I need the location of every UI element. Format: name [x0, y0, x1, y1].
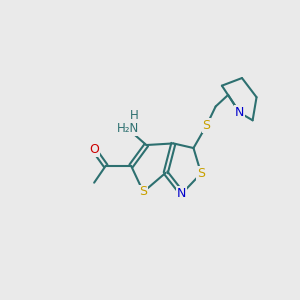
Text: H: H [130, 109, 139, 122]
Text: S: S [197, 167, 205, 180]
Text: N: N [177, 187, 187, 200]
Text: O: O [89, 143, 99, 156]
Text: H₂N: H₂N [117, 122, 139, 135]
Text: N: N [235, 106, 244, 119]
Text: S: S [140, 185, 147, 198]
Text: S: S [202, 119, 210, 132]
